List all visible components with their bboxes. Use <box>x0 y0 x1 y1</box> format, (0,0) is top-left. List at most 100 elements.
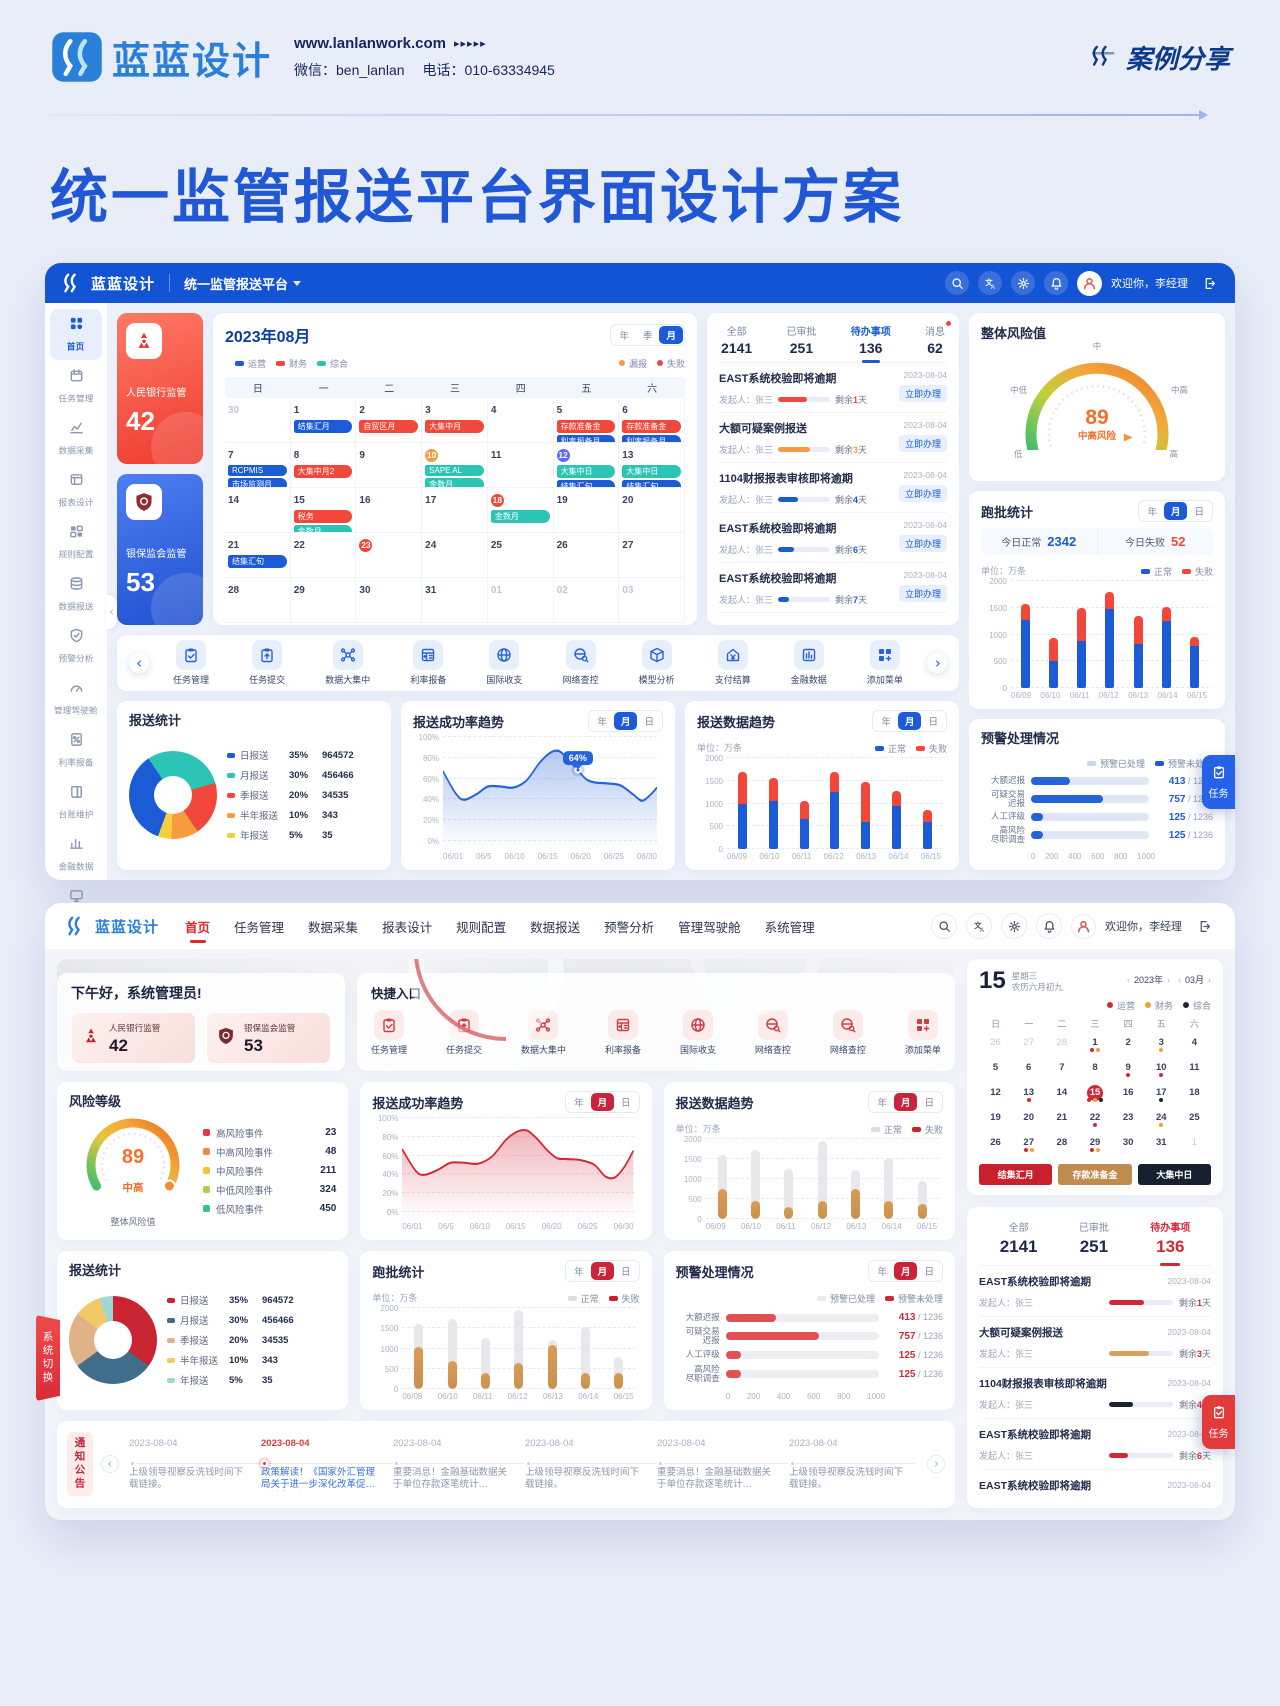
tab-月[interactable]: 月 <box>659 326 683 344</box>
next-month-icon[interactable]: › <box>1208 974 1211 985</box>
notice-item[interactable]: 2023-08-04 上级领导视察反洗钱时间下载链接。 <box>787 1431 919 1498</box>
calendar-day-cell[interactable]: 18 <box>1178 1082 1211 1107</box>
calendar-day-cell[interactable]: 28 <box>1045 1132 1078 1157</box>
tab-日[interactable]: 日 <box>644 717 654 728</box>
calendar-day-cell[interactable]: 3 大集中月 <box>422 398 488 443</box>
calendar-day-cell[interactable]: 19 <box>979 1107 1012 1132</box>
sidebar-item-4[interactable]: 规则配置 <box>50 517 102 568</box>
tab-日[interactable]: 日 <box>621 1098 631 1109</box>
calendar-day-cell[interactable]: 1 <box>1078 1032 1111 1057</box>
calendar-event-pill[interactable]: 大集中日 <box>622 465 681 478</box>
tab-月[interactable]: 月 <box>893 1262 918 1281</box>
quick-item-网络查控[interactable]: 网络查控 <box>563 640 599 686</box>
calendar-day-cell[interactable]: 27 <box>1012 1032 1045 1057</box>
calendar-day-cell[interactable]: 31 <box>422 578 488 623</box>
calendar-day-cell[interactable]: 12 <box>979 1082 1012 1107</box>
todo-item[interactable]: EAST系统校验即将逾期 发起人：张三 剩余1天 2023-08-04 立即办理 <box>719 363 947 413</box>
calendar-day-cell[interactable]: 28 <box>1045 1032 1078 1057</box>
calendar-day-cell[interactable]: 3 <box>1145 1032 1178 1057</box>
regulator-card[interactable]: 银保监会监管 53 <box>206 1012 331 1064</box>
nav-item-任务管理[interactable]: 任务管理 <box>234 920 285 935</box>
avatar[interactable] <box>1071 913 1096 939</box>
tab-年[interactable]: 年 <box>877 1098 887 1109</box>
calendar-day-cell[interactable]: 26 <box>553 533 620 578</box>
calendar-day-cell[interactable]: 4 <box>1178 1032 1211 1057</box>
calendar-day-cell[interactable]: 01 <box>487 578 554 623</box>
calendar-day-cell[interactable]: 22 <box>1078 1107 1111 1132</box>
todo-tab-全部[interactable]: 全部 2141 <box>721 327 753 356</box>
sidebar-item-3[interactable]: 报表设计 <box>50 465 102 516</box>
calendar-day-cell[interactable]: 28 <box>225 578 291 623</box>
task-float-button[interactable]: 任务 <box>1202 1395 1235 1449</box>
tab-月[interactable]: 月 <box>1163 502 1188 520</box>
calendar-event-pill[interactable]: 结集汇旬 <box>556 480 616 487</box>
calendar-day-cell[interactable]: 10 <box>1145 1057 1178 1082</box>
calendar-event-pill[interactable]: 金数月 <box>490 510 550 523</box>
calendar-day-cell[interactable]: 21 <box>1045 1107 1078 1132</box>
calendar-day-cell[interactable]: 8 <box>1078 1057 1111 1082</box>
sidebar-item-5[interactable]: 数据报送 <box>50 569 102 620</box>
timeline-next-icon[interactable] <box>927 1455 945 1474</box>
nav-item-系统管理[interactable]: 系统管理 <box>764 920 815 935</box>
calendar-tag[interactable]: 结集汇月 <box>979 1163 1053 1185</box>
timeline-prev-icon[interactable] <box>101 1455 119 1474</box>
tab-日[interactable]: 日 <box>924 1267 934 1279</box>
calendar-event-pill[interactable]: 税务 <box>293 510 353 523</box>
notice-item[interactable]: 2023-08-04 上级领导视察反洗钱时间下载链接。 <box>127 1431 259 1498</box>
quick-item-国际收支[interactable]: 国际收支 <box>486 640 522 686</box>
calendar-day-cell[interactable]: 24 <box>422 533 488 578</box>
calendar-day-cell[interactable]: 27 <box>619 533 685 578</box>
calendar-event-pill[interactable]: 金数月 <box>293 525 353 532</box>
calendar-day-cell[interactable]: 15 <box>1078 1082 1111 1107</box>
todo-tab-消息[interactable]: 消息 62 <box>925 321 951 356</box>
calendar-day-cell[interactable]: 13 大集中日 结集汇旬 <box>619 443 685 488</box>
handle-now-button[interactable]: 立即办理 <box>898 535 947 552</box>
calendar-event-pill[interactable]: 结集汇月 <box>293 420 353 433</box>
calendar-day-cell[interactable]: 9 <box>1112 1057 1145 1082</box>
calendar-day-cell[interactable]: 25 <box>1178 1107 1211 1132</box>
quick-item-数据大集中[interactable]: 数据大集中 <box>521 1010 566 1056</box>
calendar-event-pill[interactable]: 利率报备月 <box>622 435 681 442</box>
nav-item-数据采集[interactable]: 数据采集 <box>308 920 359 935</box>
todo-tab-已审批[interactable]: 已审批 251 <box>786 327 817 356</box>
calendar-day-cell[interactable]: 17 <box>1145 1082 1178 1107</box>
calendar-day-cell[interactable]: 30 <box>1112 1132 1145 1157</box>
calendar-day-cell[interactable]: 7 <box>1045 1057 1078 1082</box>
calendar-day-cell[interactable]: 2 <box>1112 1032 1145 1057</box>
notice-item[interactable]: 2023-08-04 政策解读！《国家外汇管理局关于进一步深化改革促进跨境贸…》 <box>259 1431 391 1498</box>
calendar-day-cell[interactable]: 6 存款准备金 利率报备月 <box>619 398 685 443</box>
calendar-day-cell[interactable]: 31 <box>1145 1132 1178 1157</box>
task-float-button[interactable]: 任务 <box>1202 755 1235 809</box>
tab-季[interactable]: 季 <box>642 331 653 342</box>
handle-now-button[interactable]: 立即办理 <box>898 385 947 402</box>
calendar-event-pill[interactable]: 市场监测月 <box>228 478 287 487</box>
quick-item-模型分析[interactable]: 模型分析 <box>639 640 675 686</box>
sidebar-item-9[interactable]: 台账维护 <box>50 777 102 828</box>
regulator-card[interactable]: 银保监会监管 53 <box>117 474 203 625</box>
calendar-day-cell[interactable]: 17 <box>422 488 488 533</box>
handle-now-button[interactable]: 立即办理 <box>898 435 947 452</box>
search-icon[interactable] <box>945 271 969 295</box>
quick-item-添加菜单[interactable]: 添加菜单 <box>867 640 903 686</box>
calendar-event-pill[interactable]: 利率报备月 <box>556 435 616 442</box>
logout-icon[interactable] <box>1191 913 1217 939</box>
calendar-day-cell[interactable]: 18 金数月 <box>487 488 554 533</box>
calendar-day-cell[interactable]: 30 <box>356 578 423 623</box>
calendar-day-cell[interactable]: 25 <box>487 533 554 578</box>
calendar-day-cell[interactable]: 29 <box>1078 1132 1111 1157</box>
strip-prev-icon[interactable] <box>129 653 149 673</box>
bell-icon[interactable] <box>1044 271 1068 295</box>
calendar-day-cell[interactable]: 15 税务 金数月 <box>290 488 357 533</box>
next-year-icon[interactable]: › <box>1166 974 1170 985</box>
calendar-day-cell[interactable]: 20 <box>619 488 685 533</box>
sidebar-item-6[interactable]: 预警分析 <box>50 621 102 672</box>
calendar-day-cell[interactable]: 27 <box>1012 1132 1045 1157</box>
calendar-event-pill[interactable]: SAPE AL <box>425 465 484 476</box>
sidebar-item-8[interactable]: 利率报备 <box>50 725 102 776</box>
gear-icon[interactable] <box>1001 913 1027 939</box>
calendar-day-cell[interactable]: 16 <box>356 488 423 533</box>
sidebar-item-2[interactable]: 数据采集 <box>50 413 102 464</box>
